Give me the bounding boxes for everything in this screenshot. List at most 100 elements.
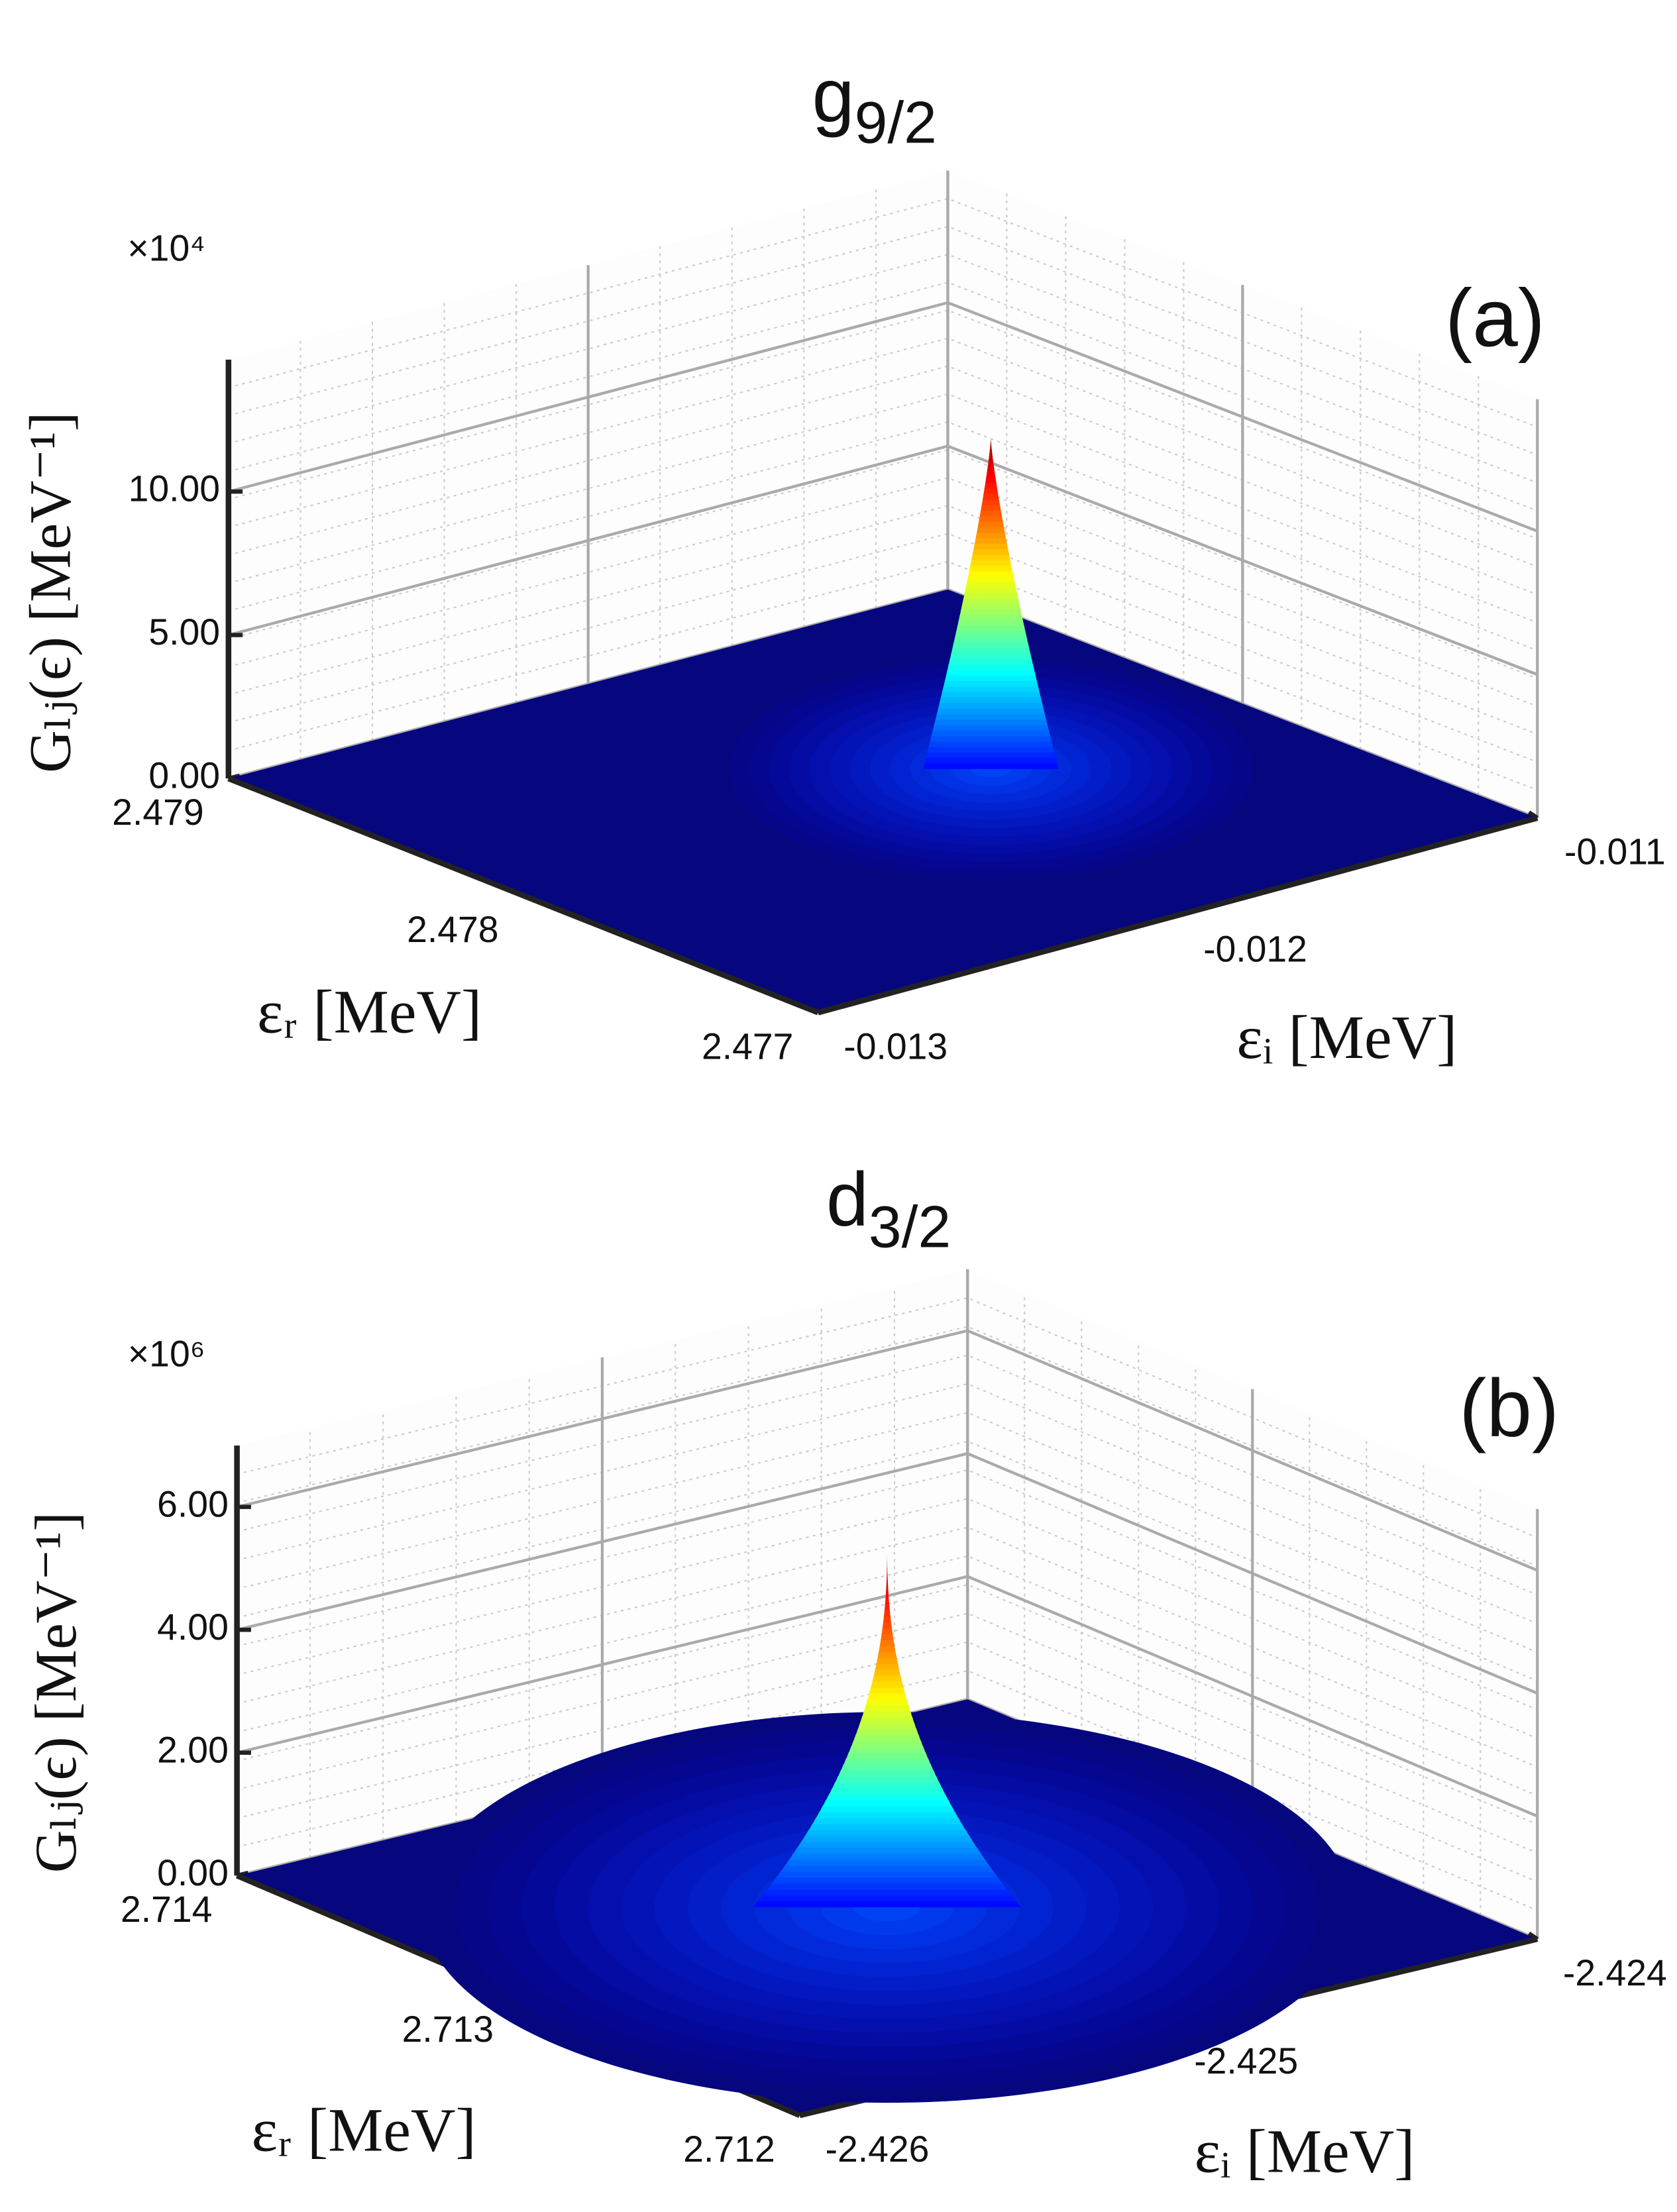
panel: 0.00 5.00 10.00 2.477 2.478 2.479 -0.013 -0.012… <box>18 54 1666 1072</box>
peak-band <box>962 598 1020 604</box>
peak-band <box>942 686 1040 692</box>
peak-band <box>881 1633 894 1640</box>
peak-band <box>926 751 1056 759</box>
peak-band <box>763 1889 1012 1896</box>
minor-grid <box>228 477 1538 708</box>
z-tick-label: 0.00 <box>148 755 220 796</box>
peak-band <box>972 548 1009 555</box>
y-axis-label: εᵢ [MeV] <box>1195 2117 1415 2186</box>
minor-grid <box>228 421 1538 651</box>
peak-band <box>931 729 1050 737</box>
peak-band <box>986 471 996 478</box>
peak-band <box>947 664 1034 670</box>
peak-band <box>776 1871 998 1878</box>
z-axis-label: Gₗⱼ(ϵ) [MeV⁻¹] <box>18 412 83 773</box>
z-tick-label: 10.00 <box>129 468 220 509</box>
panel-label: (a) <box>1445 272 1545 364</box>
minor-grid <box>228 533 1538 763</box>
peak-band <box>879 1639 894 1646</box>
title-subscript: 9/2 <box>855 89 937 155</box>
peak-band <box>758 1895 1016 1902</box>
x-tick-label: 2.477 <box>702 1026 793 1067</box>
peak-band <box>964 586 1017 594</box>
peak-band <box>965 581 1016 588</box>
peak-band <box>855 1728 919 1736</box>
peak-band <box>848 1746 926 1754</box>
panel-label: (b) <box>1459 1363 1559 1454</box>
peak-band <box>876 1657 898 1664</box>
peak-band <box>881 1627 893 1634</box>
x-tick-label: 2.478 <box>407 909 498 950</box>
peak-band <box>772 1877 1002 1884</box>
z-multiplier: ×10⁶ <box>128 1333 205 1374</box>
minor-grid <box>237 1440 1538 1682</box>
minor-grid <box>228 505 1538 735</box>
title-main: d <box>826 1157 869 1242</box>
minor-grid <box>228 197 1538 428</box>
peak-band <box>932 724 1049 731</box>
axis-line <box>817 815 1539 1016</box>
peak-band <box>864 1705 910 1712</box>
peak-band <box>956 625 1026 632</box>
minor-grid <box>237 1412 1538 1654</box>
z-tick-label: 2.00 <box>157 1729 229 1770</box>
peak-band <box>819 1805 955 1813</box>
x-axis-label: εᵣ [MeV] <box>257 978 482 1046</box>
peak-band <box>885 1603 890 1610</box>
peak-band <box>869 1687 905 1694</box>
peak-band <box>989 449 993 456</box>
peak-band <box>959 614 1023 621</box>
peak-band <box>977 521 1004 527</box>
title-subscript: 3/2 <box>869 1193 951 1259</box>
x-tick-label: 2.713 <box>402 2009 494 2050</box>
minor-grid <box>228 449 1538 679</box>
peak-band <box>963 592 1018 599</box>
peak-band <box>975 531 1006 539</box>
peak-band <box>801 1835 973 1842</box>
peak-band <box>822 1799 952 1807</box>
x-tick-label: 2.714 <box>121 1889 212 1930</box>
z-tick-label: 0.00 <box>157 1852 229 1893</box>
peak-band <box>886 1579 889 1587</box>
peak-band <box>853 1734 921 1742</box>
peak-band <box>829 1787 946 1795</box>
x-tick-label: 2.712 <box>683 2129 775 2170</box>
peak-band <box>938 702 1044 709</box>
y-tick-label: -2.426 <box>826 2129 930 2170</box>
z-tick-label: 4.00 <box>157 1606 229 1648</box>
peak-band <box>983 488 999 494</box>
peak-band <box>879 1645 896 1652</box>
minor-grid <box>237 1583 1538 1825</box>
peak-band <box>948 658 1033 665</box>
peak-band <box>846 1752 928 1759</box>
title-main: g <box>812 54 855 138</box>
peak-band <box>785 1859 989 1866</box>
peak-band <box>832 1781 942 1789</box>
axis-line <box>227 776 820 1016</box>
minor-grid <box>237 1526 1538 1768</box>
peak-band <box>923 763 1059 769</box>
z-axis-label: Gₗⱼ(ϵ) [MeV⁻¹] <box>23 1512 89 1873</box>
peak-band <box>936 713 1046 720</box>
peak-band <box>984 482 997 489</box>
peak-band <box>927 746 1055 753</box>
peak-band <box>945 674 1037 682</box>
peak-band <box>973 543 1008 549</box>
y-axis-label: εᵢ [MeV] <box>1236 1004 1457 1072</box>
minor-grid <box>237 1469 1538 1711</box>
peak-band <box>867 1693 907 1700</box>
minor-grid <box>237 1326 1538 1567</box>
peak-band <box>961 603 1021 610</box>
peak-band <box>841 1764 934 1771</box>
z-tick-label: 6.00 <box>157 1483 229 1524</box>
peak-band <box>975 537 1007 544</box>
peak <box>923 438 1059 769</box>
peak-band <box>979 515 1003 522</box>
peak-band <box>883 1615 891 1622</box>
peak-band <box>949 653 1032 659</box>
peak-band <box>981 499 1001 505</box>
minor-grid <box>237 1612 1538 1854</box>
minor-grid <box>237 1641 1538 1883</box>
peak-band <box>872 1675 902 1682</box>
peak-band <box>970 559 1012 566</box>
